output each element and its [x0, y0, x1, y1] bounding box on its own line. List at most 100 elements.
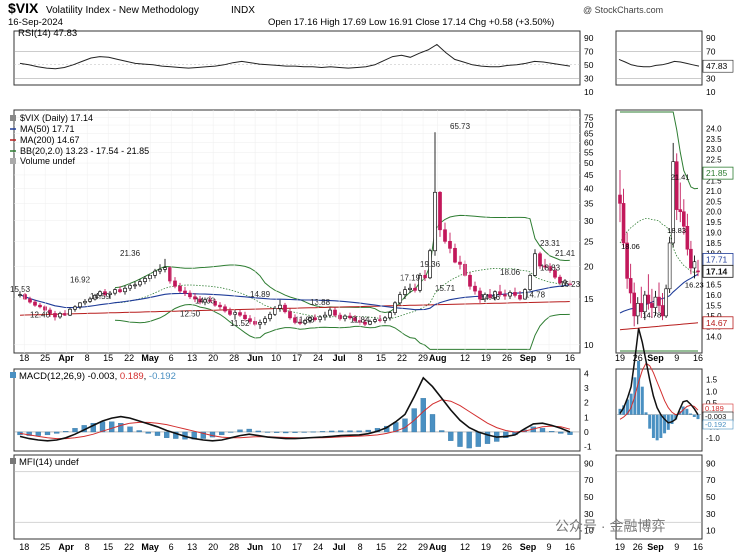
- zoom-candle-body: [671, 161, 675, 244]
- rsi-panel: 9090707050503030101047.83: [14, 33, 734, 97]
- legend-price: $VIX (Daily) 17.14: [20, 113, 93, 123]
- macd-histogram-bar: [484, 431, 491, 444]
- candle-body: [63, 313, 67, 316]
- candle-body: [388, 312, 392, 319]
- macd-tick-label: 4: [584, 368, 589, 378]
- candle-body: [118, 289, 122, 293]
- candle-body: [553, 270, 557, 278]
- zoom-price-tick-label: 15.5: [706, 301, 722, 310]
- zoom-rsi-line: [618, 58, 700, 68]
- price-tick-label: 20: [584, 262, 594, 272]
- macd-histogram-bar: [255, 430, 261, 433]
- macd-histogram-bar: [274, 431, 280, 433]
- macd-histogram-bar: [63, 431, 69, 433]
- price-tick-label: 55: [584, 147, 594, 157]
- zoom-candle-body: [639, 303, 644, 313]
- candle-body: [108, 292, 112, 295]
- mfi-tick-label: 70: [584, 475, 594, 485]
- zoom-price-tick-label: 16.5: [706, 281, 722, 290]
- candle-body: [263, 318, 267, 323]
- macd-panel: 4 3 2 1 0 -1: [14, 368, 592, 452]
- candle-body: [528, 274, 532, 290]
- candle-body: [88, 298, 92, 302]
- zoom-macd-badge-text: -0.003: [705, 412, 726, 421]
- zoom-candle-body: [660, 305, 665, 317]
- date-tick-label-bottom: Jul: [333, 542, 346, 552]
- candle-body: [393, 302, 397, 313]
- candle-body: [288, 311, 292, 319]
- zoom-candle-body: [653, 296, 658, 308]
- zoom-price-tick-label: 14.0: [706, 333, 722, 342]
- date-tick-label: 22: [124, 353, 134, 363]
- date-tick-label: 13: [187, 353, 197, 363]
- date-tick-label-bottom: Aug: [429, 542, 447, 552]
- legend-bb: BB(20,2.0) 13.23 - 17.54 - 21.85: [20, 146, 149, 156]
- macd-tick-label: 1: [584, 412, 589, 422]
- zoom-macd-histogram-bar: [648, 414, 652, 429]
- candle-body: [313, 317, 317, 320]
- rsi-tick-label: 70: [584, 46, 594, 56]
- macd-histogram-bar: [35, 431, 41, 436]
- zoom-macd-histogram-bar: [625, 399, 629, 415]
- rsi-tick-label: 50: [584, 60, 594, 70]
- date-tick-label: 9: [546, 353, 551, 363]
- macd-histogram-bar: [283, 431, 289, 434]
- price-annotation: 65.73: [450, 122, 471, 131]
- zoom-ma200: [619, 322, 699, 331]
- macd-histogram-bar: [356, 430, 362, 433]
- zoom-mfi-tick-label: 30: [706, 509, 716, 519]
- candle-body: [498, 291, 502, 295]
- date-tick-label: Jul: [333, 353, 346, 363]
- candle-body: [93, 294, 97, 300]
- candle-body: [33, 301, 37, 306]
- macd-histogram-bar: [567, 431, 573, 435]
- zoom-macd-signal: [619, 362, 699, 420]
- date-tick-label: 17: [292, 353, 302, 363]
- macd-histogram-bar: [109, 421, 115, 433]
- zoom-panel: 24.023.523.022.522.021.521.020.520.019.5…: [615, 111, 734, 552]
- candle-body: [38, 304, 42, 308]
- price-tick-label: 10: [584, 340, 594, 350]
- ma200-line: [19, 301, 571, 316]
- candle-body: [348, 315, 352, 319]
- date-tick-label-bottom: 18: [19, 542, 29, 552]
- price-annotation: 16.92: [70, 275, 91, 284]
- macd-histogram-bar: [558, 431, 564, 434]
- macd-histogram-bar: [72, 428, 78, 433]
- zoom-date-tick-bottom: 16: [693, 542, 703, 552]
- date-tick-label-bottom: 29: [418, 542, 428, 552]
- candle-body: [563, 280, 567, 284]
- candle-body: [298, 322, 302, 324]
- macd-histogram-bar: [457, 431, 463, 447]
- price-annotation: 12.40: [30, 311, 51, 320]
- price-annotation: 15.53: [10, 285, 31, 294]
- candle-body: [198, 298, 202, 303]
- price-annotation: 17.19: [400, 274, 421, 283]
- price-tick-label: 40: [584, 183, 594, 193]
- zoom-price-tick-label: 21.0: [706, 187, 722, 196]
- zoom-candle-body: [674, 161, 679, 210]
- zoom-macd-badge-text: 0.189: [705, 404, 724, 413]
- zoom-mfi-tick-label: 50: [706, 492, 716, 502]
- candle-body: [413, 287, 417, 291]
- date-tick-label: 15: [376, 353, 386, 363]
- date-tick-label: 25: [40, 353, 50, 363]
- zoom-candle-body: [667, 242, 672, 290]
- zoom-date-tick: 9: [674, 353, 679, 363]
- mfi-title: MFI(14) undef: [19, 457, 79, 468]
- zoom-macd-histogram-bar: [644, 412, 648, 415]
- candle-body: [483, 294, 487, 300]
- candle-body: [188, 292, 192, 298]
- macd-histogram-bar: [154, 431, 161, 436]
- date-tick-label-bottom: 17: [292, 542, 302, 552]
- date-tick-label: 29: [418, 353, 428, 363]
- macd-tick-label: 2: [584, 398, 589, 408]
- date-tick-label: Apr: [58, 353, 74, 363]
- date-tick-label-bottom: 19: [481, 542, 491, 552]
- macd-histogram-bar: [365, 429, 371, 433]
- macd-line: [19, 376, 571, 442]
- macd-histogram-bar: [448, 431, 454, 441]
- macd-histogram-bar: [164, 431, 170, 438]
- price-tick-label: 15: [584, 294, 594, 304]
- zoom-macd-histogram-bar: [696, 414, 700, 420]
